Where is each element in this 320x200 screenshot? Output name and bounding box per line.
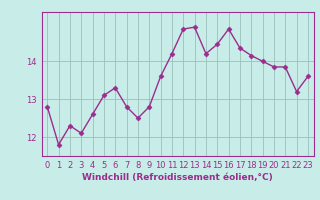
X-axis label: Windchill (Refroidissement éolien,°C): Windchill (Refroidissement éolien,°C) — [82, 173, 273, 182]
